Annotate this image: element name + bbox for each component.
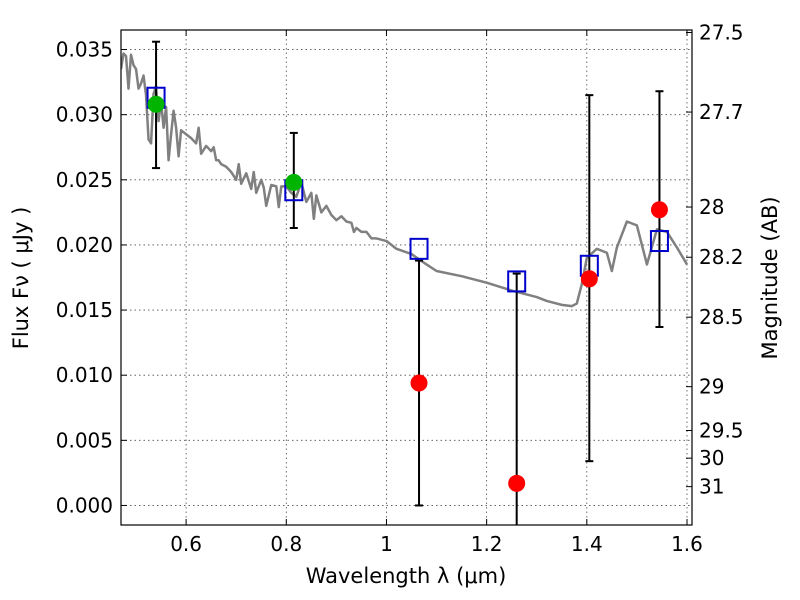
- x-tick-label: 1.6: [671, 532, 703, 556]
- plot-frame: [120, 29, 693, 526]
- magnitude-axis-label: Magnitude (AB): [758, 196, 782, 359]
- magnitude-tick-label: 29: [699, 375, 724, 399]
- x-tick-label: 1.4: [571, 532, 603, 556]
- magnitude-tick-label: 27.5: [699, 21, 744, 45]
- magnitude-tick-label: 28.5: [699, 305, 744, 329]
- y-tick-label: 0.005: [56, 428, 113, 452]
- y-tick-label: 0.020: [56, 233, 113, 257]
- y-tick-label: 0.035: [56, 38, 113, 62]
- model-photometry-square: [507, 270, 527, 293]
- observed-point: [508, 474, 526, 492]
- magnitude-tick-label: 28: [699, 195, 724, 219]
- observed-point: [410, 374, 428, 392]
- y-tick-label: 0.010: [56, 363, 113, 387]
- axes: 0.6 0.8 1 1.2 1.4 1.6 0.000 0.005 0.010 0.015 0.02…: [56, 21, 744, 556]
- model-spectrum-line: [121, 52, 689, 308]
- y-axis-label: Flux Fν ( μJy ): [9, 207, 33, 350]
- observed-point: [147, 95, 165, 113]
- observed-point: [580, 270, 598, 288]
- model-photometry-square: [409, 237, 429, 260]
- x-tick-label: 1.2: [471, 532, 503, 556]
- x-axis-label: Wavelength λ (μm): [306, 564, 507, 588]
- magnitude-tick-label: 30: [699, 446, 724, 470]
- model-photometry-square: [649, 230, 669, 253]
- plot-area: [121, 40, 689, 525]
- magnitude-tick-label: 31: [699, 475, 724, 499]
- x-tick-label: 0.6: [170, 532, 202, 556]
- magnitude-tick-label: 29.5: [699, 419, 744, 443]
- y-tick-label: 0.025: [56, 168, 113, 192]
- y-tick-label: 0.015: [56, 298, 113, 322]
- observed-point: [285, 173, 303, 191]
- y-tick-label: 0.000: [56, 493, 113, 517]
- y-tick-label: 0.030: [56, 103, 113, 127]
- grid: [121, 30, 692, 525]
- magnitude-tick-label: 28.2: [699, 245, 744, 269]
- observed-point: [650, 201, 668, 219]
- magnitude-tick-label: 27.7: [699, 100, 744, 124]
- x-tick-label: 0.8: [270, 532, 302, 556]
- x-tick-label: 1: [380, 532, 393, 556]
